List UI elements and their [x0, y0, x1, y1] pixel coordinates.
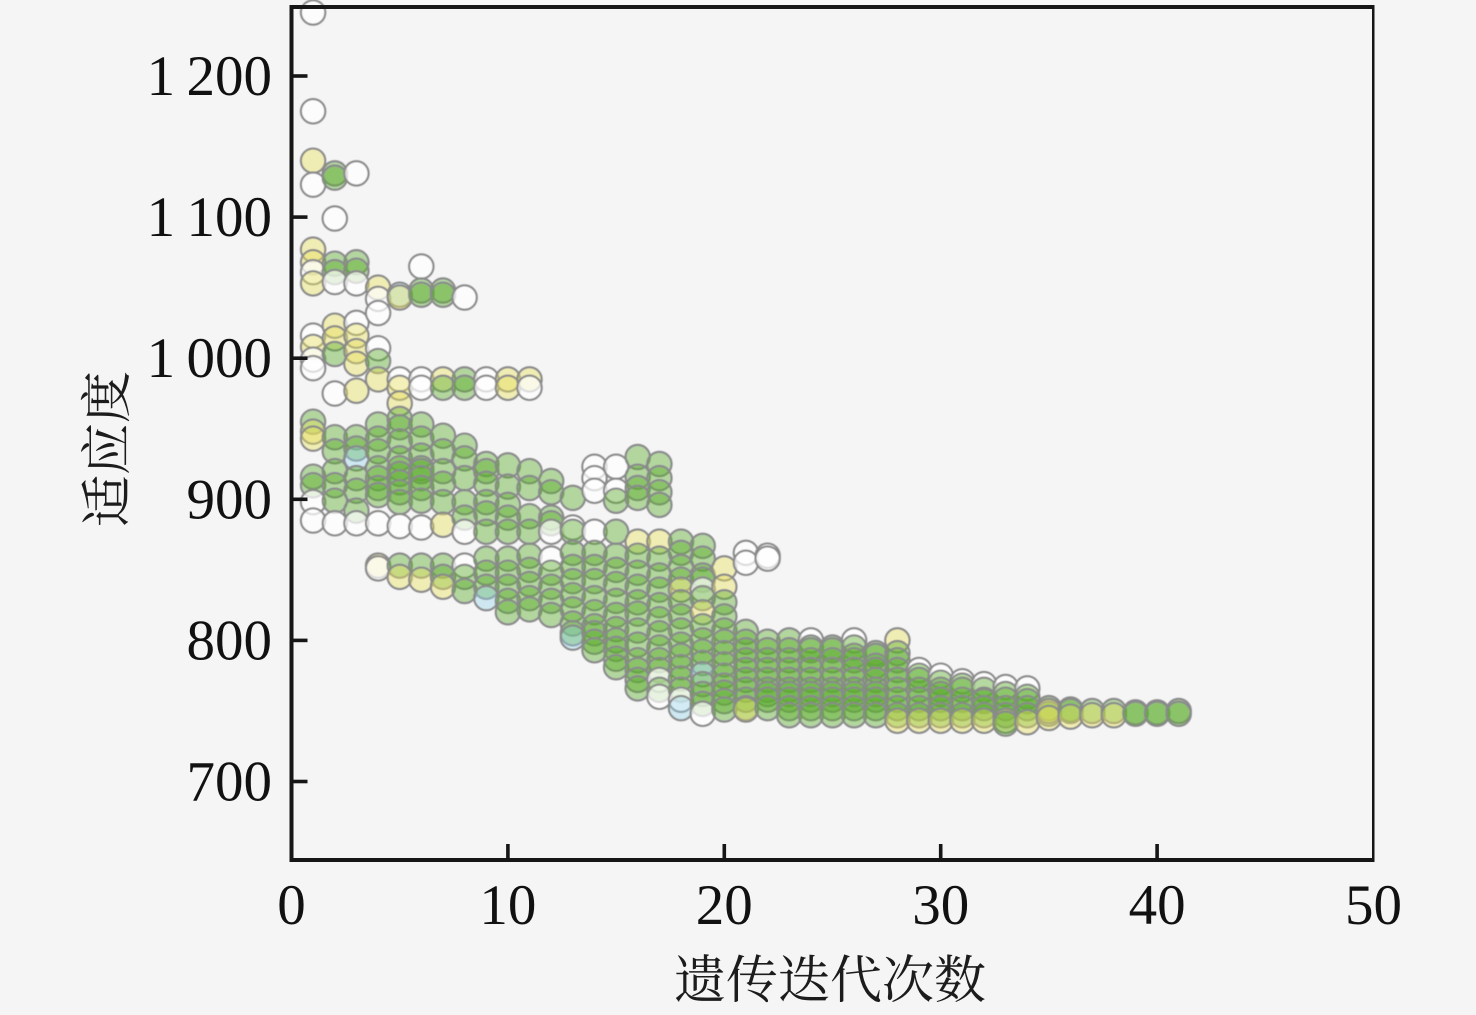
svg-text:10: 10	[479, 874, 536, 937]
svg-text:0: 0	[277, 874, 306, 937]
svg-text:900: 900	[187, 468, 273, 531]
svg-text:40: 40	[1129, 874, 1186, 937]
svg-text:50: 50	[1345, 874, 1402, 937]
svg-text:20: 20	[696, 874, 753, 937]
svg-text:800: 800	[187, 609, 273, 672]
svg-text:1 100: 1 100	[147, 186, 272, 249]
svg-text:30: 30	[912, 874, 969, 937]
svg-text:700: 700	[187, 751, 273, 814]
svg-text:1 000: 1 000	[147, 327, 272, 390]
svg-text:1 200: 1 200	[147, 45, 272, 108]
